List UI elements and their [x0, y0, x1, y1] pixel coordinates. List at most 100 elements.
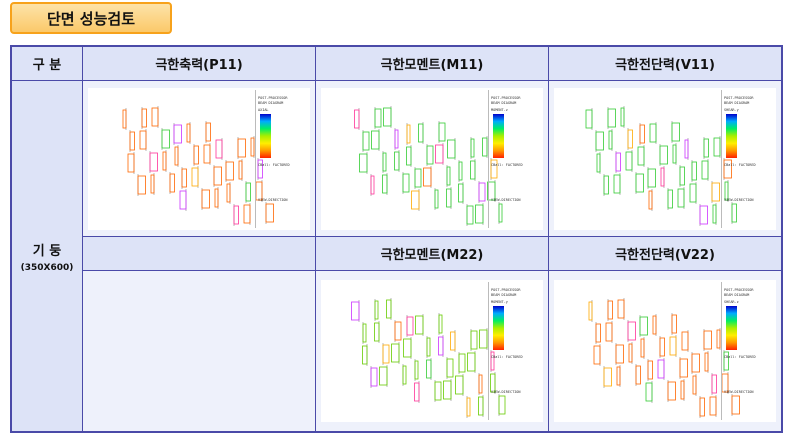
force-diagram-bar — [370, 367, 378, 387]
force-diagram-bar — [467, 352, 476, 372]
force-diagram-bar — [370, 175, 375, 194]
force-diagram-bar — [414, 168, 422, 187]
force-diagram-bar — [406, 316, 414, 336]
legend-view-direction: VIEW-DIRECTION — [724, 197, 754, 202]
force-diagram-bar — [391, 343, 400, 363]
force-diagram-bar — [588, 301, 593, 321]
force-diagram-bar — [490, 159, 498, 178]
force-diagram-bar — [265, 203, 274, 222]
force-diagram-bar — [181, 168, 187, 187]
beam-diagram — [351, 298, 506, 418]
force-diagram-bar — [137, 175, 146, 194]
force-diagram-bar — [498, 203, 503, 222]
legend-diagram-type: BEAM DIAGRAM — [724, 100, 750, 105]
legend-load-case: CBall: FACTORED — [258, 162, 290, 167]
force-diagram-bar — [414, 382, 420, 402]
force-diagram-bar — [438, 314, 443, 334]
force-diagram-bar — [703, 330, 712, 350]
force-diagram-bar — [238, 160, 243, 179]
force-diagram-bar — [669, 336, 677, 356]
force-diagram-bar — [723, 159, 732, 178]
force-diagram-bar — [640, 338, 645, 358]
force-diagram-bar — [233, 205, 239, 224]
legend-load-case: CBall: FACTORED — [724, 162, 756, 167]
force-diagram-bar — [139, 130, 147, 149]
force-diagram-bar — [490, 373, 496, 393]
force-diagram-bar — [174, 146, 179, 165]
legend-program: POST-PROCESSOR — [258, 95, 288, 100]
diagram-legend: POST-PROCESSOR BEAM DIAGRAM MOMENT-z CBall:… — [488, 89, 541, 228]
force-diagram-bar — [677, 188, 685, 207]
header-m11: 극한모멘트(M11) — [315, 45, 549, 81]
force-diagram-bar — [490, 351, 495, 371]
force-diagram-bar — [479, 329, 488, 349]
diagram-cell-m11: POST-PROCESSOR BEAM DIAGRAM MOMENT-z CBall:… — [315, 80, 549, 237]
force-diagram-bar — [603, 175, 609, 194]
force-diagram-bar — [689, 183, 697, 202]
diagram-cell-v22: POST-PROCESSOR BEAM DIAGRAM SHEAR-z CBall: … — [548, 270, 783, 433]
force-diagram-bar — [470, 160, 476, 179]
force-diagram-bar — [605, 322, 613, 342]
force-diagram-bar — [639, 316, 648, 336]
force-diagram-bar — [712, 204, 717, 223]
force-diagram-bar — [354, 109, 360, 128]
force-diagram-bar — [691, 353, 700, 373]
force-diagram-bar — [692, 375, 697, 395]
force-diagram-bar — [615, 344, 624, 364]
color-scale — [726, 113, 737, 158]
force-diagram-bar — [414, 360, 419, 380]
force-diagram-bar — [382, 174, 388, 193]
force-diagram-bar — [713, 137, 721, 156]
force-diagram-bar — [446, 358, 454, 378]
force-diagram-bar — [487, 181, 496, 200]
force-diagram-bar — [711, 374, 717, 394]
force-diagram-bar — [482, 137, 488, 156]
beam-diagram — [122, 105, 274, 226]
force-diagram-bar — [374, 108, 382, 127]
force-diagram-bar — [411, 190, 420, 209]
legend-component: SHEAR-z — [724, 300, 739, 304]
header-empty — [82, 236, 316, 271]
force-diagram-bar — [213, 166, 222, 185]
force-diagram-bar — [711, 182, 720, 201]
legend-program: POST-PROCESSOR — [491, 95, 521, 100]
force-diagram-bar — [616, 366, 621, 386]
force-diagram-bar — [191, 167, 199, 186]
force-diagram-bar — [214, 188, 219, 207]
force-diagram-bar — [418, 123, 424, 142]
force-diagram-bar — [470, 330, 478, 350]
force-diagram-bar — [721, 373, 729, 393]
force-diagram-bar — [699, 205, 708, 224]
force-diagram-bar — [627, 129, 633, 148]
force-diagram-bar — [645, 382, 653, 402]
section-title: 단면 성능검토 — [10, 2, 172, 34]
force-diagram-bar — [201, 189, 210, 208]
legend-view-direction: VIEW-DIRECTION — [491, 390, 521, 394]
force-diagram-bar — [723, 351, 729, 371]
force-diagram-bar — [709, 396, 717, 416]
legend-program: POST-PROCESSOR — [724, 288, 754, 292]
force-diagram-bar — [362, 345, 368, 365]
header-v11: 극한전단력(V11) — [548, 45, 783, 81]
force-diagram-bar — [595, 131, 604, 150]
legend-program: POST-PROCESSOR — [724, 95, 754, 100]
force-diagram-bar — [426, 359, 432, 379]
force-diagram-bar — [374, 300, 379, 320]
color-scale — [493, 113, 504, 158]
force-diagram-bar — [478, 182, 486, 201]
force-diagram-bar — [173, 124, 182, 143]
force-diagram-bar — [362, 131, 370, 150]
force-diagram-bar — [684, 139, 689, 158]
force-diagram-bar — [438, 336, 444, 356]
legend-component: MOMENT-z — [491, 107, 508, 112]
legend-view-direction: VIEW-DIRECTION — [258, 197, 288, 202]
diagram-v22: POST-PROCESSOR BEAM DIAGRAM SHEAR-z CBall: … — [554, 280, 776, 422]
force-diagram-bar — [617, 299, 625, 319]
diagram-legend: POST-PROCESSOR BEAM DIAGRAM MOMENT-y CBall:… — [488, 282, 541, 420]
force-diagram-bar — [205, 122, 211, 141]
force-diagram-bar — [403, 338, 412, 358]
force-diagram-bar — [701, 160, 709, 179]
force-diagram-bar — [161, 129, 170, 148]
force-diagram-bar — [255, 181, 263, 200]
force-diagram-bar — [637, 146, 645, 165]
